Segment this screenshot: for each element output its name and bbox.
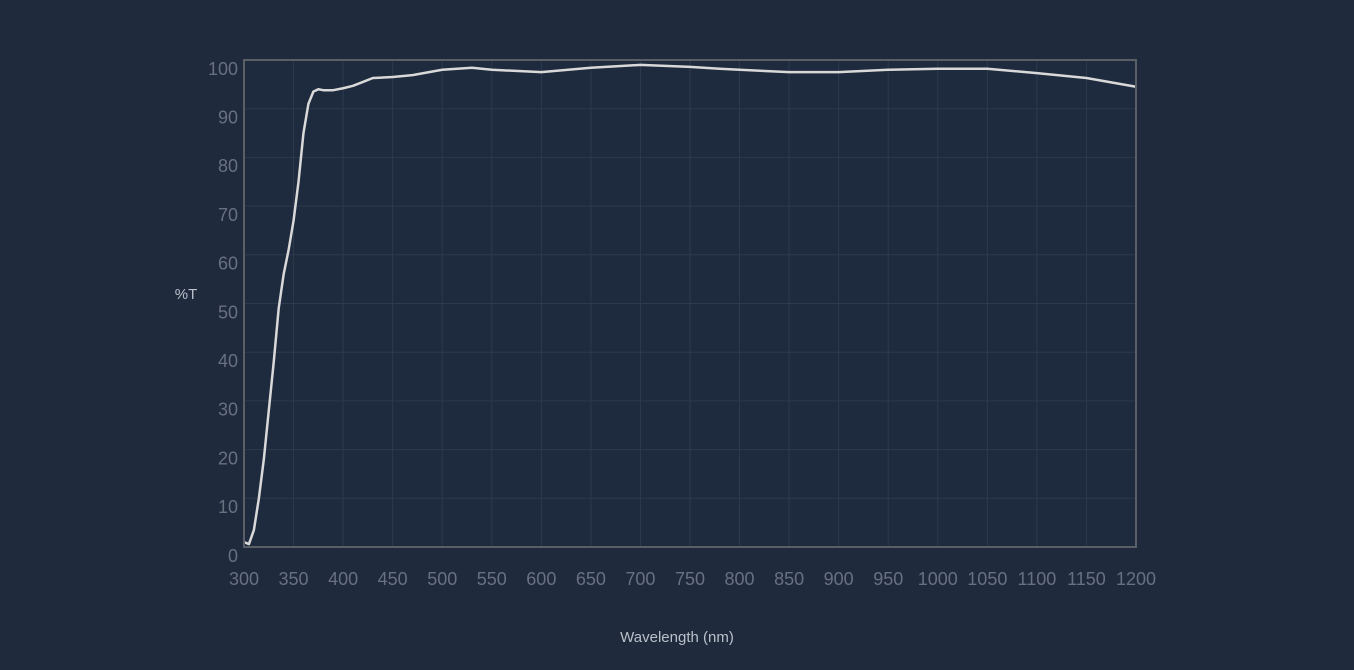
x-tick-label: 300 — [229, 569, 259, 589]
y-tick-label: 0 — [228, 546, 238, 566]
y-tick-label: 60 — [218, 254, 238, 274]
x-tick-label: 1150 — [1067, 569, 1106, 589]
line — [243, 63, 1137, 546]
y-tick-label: 30 — [218, 400, 238, 420]
y-tick-label: 10 — [218, 497, 238, 517]
y-tick-label: 20 — [218, 448, 238, 468]
x-tick-label: 900 — [824, 569, 854, 589]
x-tick-label: 950 — [873, 569, 903, 589]
x-tick-label: 600 — [526, 569, 556, 589]
y-axis-title: %T — [175, 286, 198, 303]
x-tick-label: 650 — [576, 569, 606, 589]
x-tick-label: 1200 — [1116, 569, 1156, 589]
x-tick-label: 1000 — [918, 569, 958, 589]
x-tick-label: 500 — [427, 569, 457, 589]
x-tick-label: 800 — [725, 569, 755, 589]
x-tick-label: 1100 — [1018, 569, 1057, 589]
y-tick-label: 80 — [218, 156, 238, 176]
x-tick-label: 850 — [774, 569, 804, 589]
x-tick-label: 450 — [378, 569, 408, 589]
plot-border — [243, 59, 1137, 548]
x-tick-label: 550 — [477, 569, 507, 589]
y-tick-label: 70 — [218, 205, 238, 225]
x-axis-title: Wavelength (nm) — [620, 629, 734, 646]
x-tick-label: 700 — [625, 569, 655, 589]
x-tick-label: 1050 — [967, 569, 1007, 589]
y-tick-label: 40 — [218, 351, 238, 371]
y-tick-label: 50 — [218, 302, 238, 322]
x-tick-label: 400 — [328, 569, 358, 589]
x-tick-label: 350 — [279, 569, 309, 589]
y-tick-label: 90 — [218, 107, 238, 127]
y-tick-label: 100 — [208, 59, 238, 79]
x-tick-label: 750 — [675, 569, 705, 589]
marks — [243, 63, 1137, 546]
